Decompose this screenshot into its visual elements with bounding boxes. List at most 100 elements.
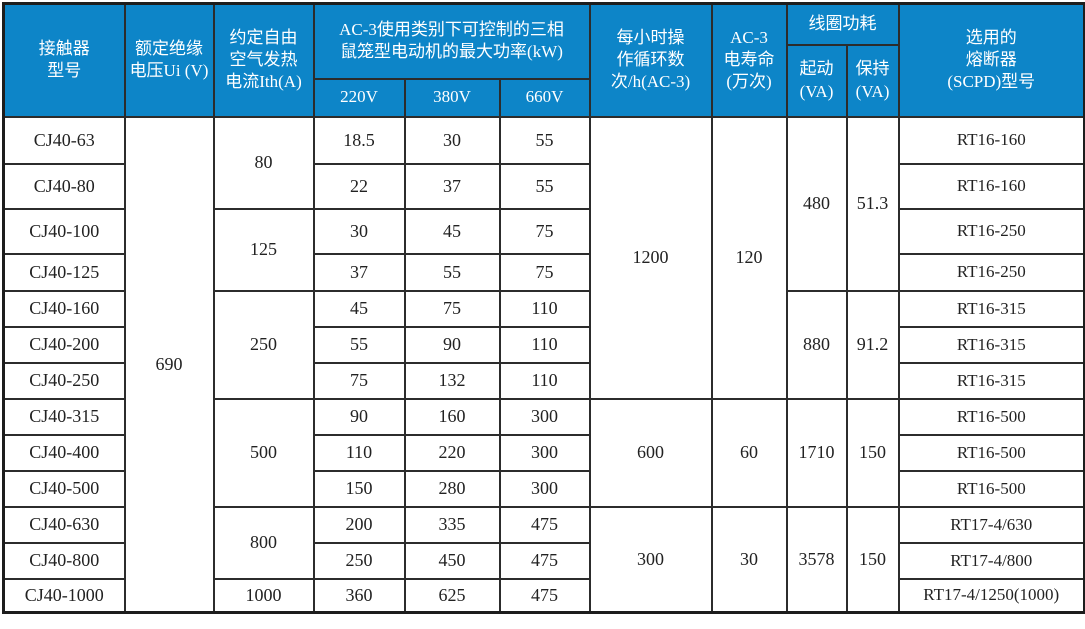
kw-660-cell: 300 [498, 469, 591, 508]
header-coil-power: 线圈功耗 [785, 2, 900, 46]
header-380v: 380V [403, 77, 501, 118]
header-coil-start-va: 起动 (VA) [785, 43, 848, 118]
fuse-cell: RT17-4/1250(1000) [897, 577, 1085, 614]
coil-hold-cell: 150 [845, 505, 900, 614]
fuse-cell: RT16-500 [897, 397, 1085, 436]
fuse-cell: RT16-160 [897, 162, 1085, 210]
header-row-2: 起动 (VA) 保持 (VA) [4, 43, 1085, 118]
kw-220-cell: 110 [312, 433, 406, 472]
table-row: CJ40-500 150 280 300 RT16-500 [2, 469, 1085, 508]
header-220v: 220V [312, 77, 406, 118]
model-cell: CJ40-200 [2, 325, 126, 364]
life-cell: 30 [710, 505, 788, 614]
cycles-cell: 300 [588, 505, 713, 614]
model-cell: CJ40-125 [2, 252, 126, 292]
kw-380-cell: 90 [403, 325, 501, 364]
fuse-cell: RT16-315 [897, 325, 1085, 364]
header-rated-insulation-voltage: 额定绝缘 电压Ui (V) [123, 2, 215, 118]
kw-660-cell: 110 [498, 325, 591, 364]
kw-660-cell: 75 [498, 207, 591, 255]
kw-380-cell: 625 [403, 577, 501, 614]
model-cell: CJ40-160 [2, 289, 126, 328]
header-660v: 660V [498, 77, 591, 118]
coil-hold-cell: 150 [845, 397, 900, 508]
kw-380-cell: 335 [403, 505, 501, 544]
kw-660-cell: 300 [498, 397, 591, 436]
model-cell: CJ40-400 [2, 433, 126, 472]
table-row: CJ40-250 75 132 110 RT16-315 [2, 361, 1085, 400]
kw-220-cell: 30 [312, 207, 406, 255]
header-thermal-current: 约定自由 空气发热 电流Ith(A) [212, 2, 315, 118]
model-cell: CJ40-100 [2, 207, 126, 255]
table-row: CJ40-800 250 450 475 RT17-4/800 [2, 541, 1085, 580]
kw-660-cell: 55 [498, 162, 591, 210]
kw-220-cell: 360 [312, 577, 406, 614]
table-row: CJ40-80 22 37 55 RT16-160 [2, 162, 1085, 210]
kw-380-cell: 75 [403, 289, 501, 328]
kw-380-cell: 280 [403, 469, 501, 508]
model-cell: CJ40-800 [2, 541, 126, 580]
model-cell: CJ40-630 [2, 505, 126, 544]
fuse-cell: RT16-500 [897, 433, 1085, 472]
fuse-cell: RT17-4/630 [897, 505, 1085, 544]
fuse-cell: RT16-250 [897, 207, 1085, 255]
table-row: CJ40-630 800 200 335 475 300 30 3578 150… [2, 505, 1085, 614]
kw-220-cell: 250 [312, 541, 406, 580]
kw-220-cell: 22 [312, 162, 406, 210]
fuse-cell: RT16-315 [897, 361, 1085, 400]
kw-380-cell: 220 [403, 433, 501, 472]
cycles-cell: 600 [588, 397, 713, 508]
ui-voltage-cell: 690 [123, 115, 215, 614]
table-row: CJ40-315 500 90 160 300 600 60 1710 150 … [2, 397, 1085, 508]
model-cell: CJ40-500 [2, 469, 126, 508]
model-cell: CJ40-315 [2, 397, 126, 436]
coil-start-cell: 1710 [785, 397, 848, 508]
table-row: CJ40-200 55 90 110 RT16-315 [2, 325, 1085, 364]
table-row: CJ40-63 690 80 18.5 30 55 1200 120 480 5… [2, 115, 1085, 614]
kw-220-cell: 55 [312, 325, 406, 364]
kw-380-cell: 45 [403, 207, 501, 255]
fuse-cell: RT16-500 [897, 469, 1085, 508]
kw-380-cell: 37 [403, 162, 501, 210]
coil-start-cell: 880 [785, 289, 848, 400]
header-fuse-type: 选用的 熔断器 (SCPD)型号 [897, 2, 1085, 118]
header-row-1: 接触器 型号 额定绝缘 电压Ui (V) 约定自由 空气发热 电流Ith(A) … [2, 2, 1085, 118]
kw-660-cell: 110 [498, 289, 591, 328]
header-max-power-kw: AC-3使用类别下可控制的三相 鼠笼型电动机的最大功率(kW) [312, 2, 591, 80]
life-cell: 120 [710, 115, 788, 400]
ith-current-cell: 80 [212, 115, 315, 210]
table-row: CJ40-160 250 45 75 110 880 91.2 RT16-315 [2, 289, 1085, 400]
kw-660-cell: 75 [498, 252, 591, 292]
ith-current-cell: 125 [212, 207, 315, 292]
kw-220-cell: 37 [312, 252, 406, 292]
coil-hold-cell: 51.3 [845, 115, 900, 292]
table-body: CJ40-63 690 80 18.5 30 55 1200 120 480 5… [2, 115, 1085, 614]
table-row: CJ40-125 37 55 75 RT16-250 [2, 252, 1085, 292]
kw-660-cell: 110 [498, 361, 591, 400]
kw-220-cell: 200 [312, 505, 406, 544]
ith-current-cell: 250 [212, 289, 315, 400]
ith-current-cell: 1000 [212, 577, 315, 614]
kw-660-cell: 475 [498, 505, 591, 544]
table-header: 接触器 型号 额定绝缘 电压Ui (V) 约定自由 空气发热 电流Ith(A) … [2, 2, 1085, 118]
coil-start-cell: 480 [785, 115, 848, 292]
fuse-cell: RT16-160 [897, 115, 1085, 165]
table-row: CJ40-400 110 220 300 RT16-500 [2, 433, 1085, 472]
kw-380-cell: 160 [403, 397, 501, 436]
life-cell: 60 [710, 397, 788, 508]
model-cell: CJ40-250 [2, 361, 126, 400]
kw-220-cell: 90 [312, 397, 406, 436]
model-cell: CJ40-63 [2, 115, 126, 165]
ith-current-cell: 500 [212, 397, 315, 508]
kw-660-cell: 55 [498, 115, 591, 165]
fuse-cell: RT17-4/800 [897, 541, 1085, 580]
model-cell: CJ40-80 [2, 162, 126, 210]
kw-220-cell: 45 [312, 289, 406, 328]
coil-hold-cell: 91.2 [845, 289, 900, 400]
fuse-cell: RT16-315 [897, 289, 1085, 328]
kw-220-cell: 18.5 [312, 115, 406, 165]
kw-220-cell: 150 [312, 469, 406, 508]
header-cycles-per-hour: 每小时操 作循环数 次/h(AC-3) [588, 2, 713, 118]
model-cell: CJ40-1000 [2, 577, 126, 614]
table-row: CJ40-100 125 30 45 75 RT16-250 [2, 207, 1085, 292]
